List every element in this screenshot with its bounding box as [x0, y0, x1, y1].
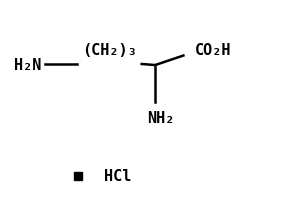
Text: (CH₂)₃: (CH₂)₃: [82, 43, 137, 58]
Text: CO₂H: CO₂H: [195, 43, 231, 58]
Text: HCl: HCl: [104, 169, 132, 184]
Text: NH₂: NH₂: [147, 111, 174, 126]
Text: H₂N: H₂N: [14, 58, 41, 72]
